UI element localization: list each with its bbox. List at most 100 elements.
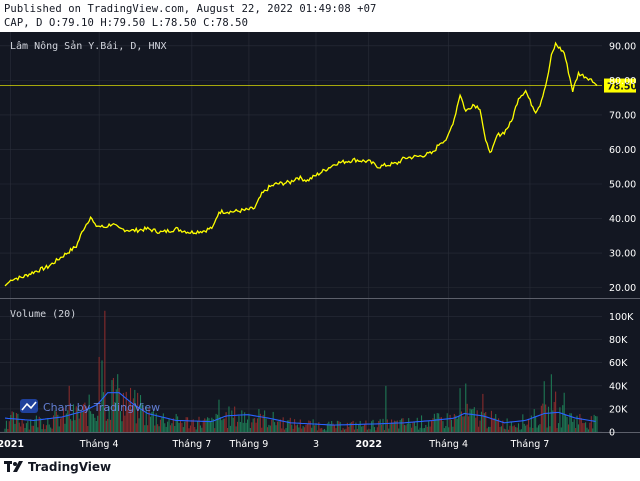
volume-bar (458, 416, 459, 432)
volume-bar (72, 421, 73, 432)
volume-bar (427, 427, 428, 432)
volume-bar (404, 425, 405, 432)
volume-bar (7, 429, 8, 432)
volume-bar (537, 428, 538, 432)
volume-tick-label: 0 (609, 428, 615, 439)
volume-bar (485, 412, 486, 432)
price-tick-label: 30.00 (609, 249, 636, 260)
volume-bar (220, 417, 221, 432)
volume-bar (515, 427, 516, 432)
footer-brand-text: TradingView (28, 460, 111, 474)
time-tick-label: 3 (313, 439, 319, 450)
volume-bar (400, 420, 401, 432)
volume-bar (567, 417, 568, 432)
price-tick-label: 40.00 (609, 214, 636, 225)
volume-bar (227, 428, 228, 432)
time-tick-label: Tháng 4 (79, 439, 119, 450)
volume-bar (558, 423, 559, 432)
volume-bar (487, 428, 488, 432)
volume-bar (234, 407, 235, 432)
ohlc-header: CAP, D O:79.10 H:79.50 L:78.50 C:78.50 (4, 17, 248, 29)
volume-bar (504, 429, 505, 432)
volume-bar (223, 419, 224, 432)
volume-bar (384, 430, 385, 432)
volume-bar (12, 411, 13, 432)
volume-bar (465, 384, 466, 432)
volume-bar (507, 418, 508, 432)
volume-bar (254, 418, 255, 432)
volume-bar (541, 406, 542, 432)
volume-bar (462, 416, 463, 432)
volume-bar (291, 425, 292, 432)
volume-bar (49, 425, 50, 432)
volume-bar (377, 427, 378, 432)
volume-bar (264, 410, 265, 432)
price-tick-label: 70.00 (609, 110, 636, 121)
volume-bar (482, 394, 483, 432)
volume-bar (331, 421, 332, 432)
volume-bar (535, 417, 536, 432)
watermark-text: Chart by TradingView (43, 401, 160, 414)
volume-bar (394, 421, 395, 432)
volume-bar (325, 430, 326, 432)
volume-bar (478, 427, 479, 432)
volume-bar (96, 421, 97, 432)
volume-bar (16, 413, 17, 432)
volume-bar (13, 412, 14, 432)
volume-bar (228, 406, 229, 432)
volume-bar (6, 421, 7, 432)
volume-bar (9, 421, 10, 432)
volume-bar (444, 428, 445, 432)
volume-bar (431, 420, 432, 432)
volume-bar (201, 428, 202, 432)
volume-bar (243, 423, 244, 432)
volume-bar (596, 416, 597, 432)
volume-bar (579, 414, 580, 432)
volume-bar (588, 429, 589, 432)
volume-bar (428, 421, 429, 432)
volume-bar (565, 415, 566, 432)
volume-bar (218, 400, 219, 432)
volume-bar (471, 409, 472, 432)
volume-tick-label: 40K (609, 381, 628, 392)
volume-bar (210, 422, 211, 432)
volume-bar (231, 410, 232, 432)
volume-bar (87, 426, 88, 432)
volume-bar (512, 426, 513, 432)
volume-bar (171, 423, 172, 432)
volume-bar (217, 415, 218, 432)
volume-bar (99, 357, 100, 432)
volume-bar (278, 421, 279, 432)
volume-bar (318, 422, 319, 432)
volume-bar (20, 426, 21, 432)
volume-bar (544, 381, 545, 432)
volume-bar (511, 422, 512, 432)
volume-bar (424, 428, 425, 432)
volume-bar (517, 428, 518, 432)
volume-bar (191, 420, 192, 432)
volume-bar (107, 419, 108, 432)
volume-bar (454, 414, 455, 432)
volume-bar (230, 426, 231, 432)
price-chart[interactable]: 78.50 20.0030.0040.0050.0060.0070.0080.0… (0, 32, 640, 458)
volume-bar (200, 425, 201, 432)
volume-bar (80, 412, 81, 432)
volume-bar (508, 430, 509, 432)
volume-bar (110, 420, 111, 432)
volume-bar (361, 427, 362, 432)
volume-bar (14, 424, 15, 432)
volume-bar (420, 428, 421, 432)
volume-bar (338, 421, 339, 432)
volume-bar (592, 428, 593, 432)
volume-bar (340, 422, 341, 432)
volume-bar (301, 429, 302, 432)
price-tick-label: 60.00 (609, 145, 636, 156)
volume-bar (514, 425, 515, 432)
volume-bar (310, 421, 311, 432)
volume-bar (74, 420, 75, 432)
time-tick-label: Tháng 9 (229, 439, 269, 450)
volume-bar (351, 422, 352, 432)
volume-bar (360, 421, 361, 432)
volume-bar (468, 416, 469, 432)
volume-bar (161, 417, 162, 432)
